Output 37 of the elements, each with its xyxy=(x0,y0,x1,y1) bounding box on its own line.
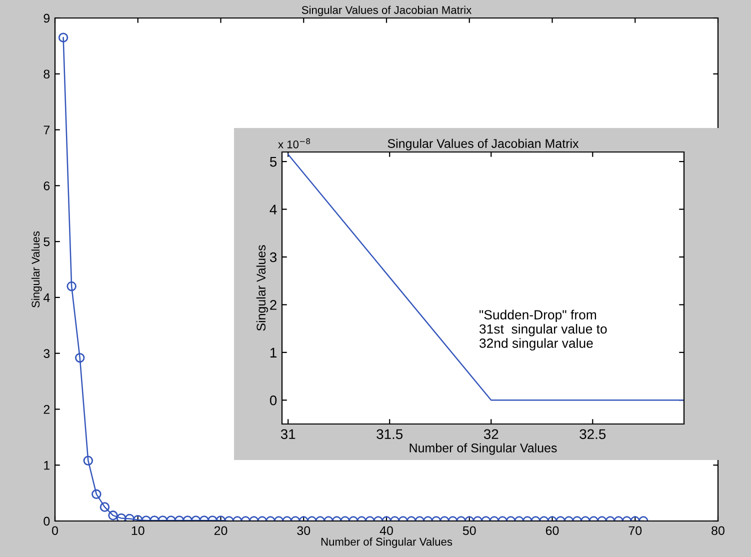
y-axis-title: Singular Values xyxy=(31,231,42,308)
x-axis-title: Number of Singular Values xyxy=(321,538,452,548)
x-tick-label: 80 xyxy=(712,526,724,536)
x-tick-label: 40 xyxy=(380,526,393,536)
y-tick-label: 3 xyxy=(44,349,50,358)
y-tick-label: 0 xyxy=(270,395,277,406)
annotation: x 10$^{−8}$ xyxy=(278,138,310,148)
y-tick-label: 6 xyxy=(44,181,50,190)
y-tick-label: 2 xyxy=(44,405,50,414)
y-tick-label: 3 xyxy=(270,252,277,262)
y-tick-label: 4 xyxy=(270,204,277,214)
x-tick-label: 20 xyxy=(214,526,228,536)
y-axis-title: Singular Values xyxy=(256,245,268,331)
x-tick-label: 31 xyxy=(280,429,296,440)
chart-title: Singular Values of Jacobian Matrix xyxy=(388,138,579,150)
y-tick-label: 4 xyxy=(43,293,50,302)
x-tick-label: 60 xyxy=(546,526,559,536)
annotation: "Sudden-Drop" from 31st singular value to 32nd singular value xyxy=(479,310,607,350)
y-tick-label: 2 xyxy=(270,300,276,310)
y-tick-label: 1 xyxy=(44,461,50,470)
x-axis-title: Number of Singular Values xyxy=(410,443,557,455)
x-tick-label: 50 xyxy=(462,526,476,536)
chart-title: Singular Values of Jacobian Matrix xyxy=(302,6,472,16)
y-tick-label: 9 xyxy=(44,14,50,23)
x-tick-label: 0 xyxy=(52,526,58,536)
x-tick-label: 32 xyxy=(484,429,498,440)
y-tick-label: 5 xyxy=(270,157,277,167)
x-tick-label: 10 xyxy=(132,526,144,536)
y-tick-label: 1 xyxy=(270,348,276,358)
y-tick-label: 5 xyxy=(44,237,50,246)
y-tick-label: 7 xyxy=(44,126,50,134)
x-tick-label: 70 xyxy=(628,526,642,536)
x-tick-label: 31.5 xyxy=(376,429,403,440)
x-tick-label: 32.5 xyxy=(580,429,606,440)
y-tick-label: 8 xyxy=(44,70,50,79)
y-tick-label: 0 xyxy=(44,516,50,526)
x-tick-label: 30 xyxy=(297,526,310,536)
